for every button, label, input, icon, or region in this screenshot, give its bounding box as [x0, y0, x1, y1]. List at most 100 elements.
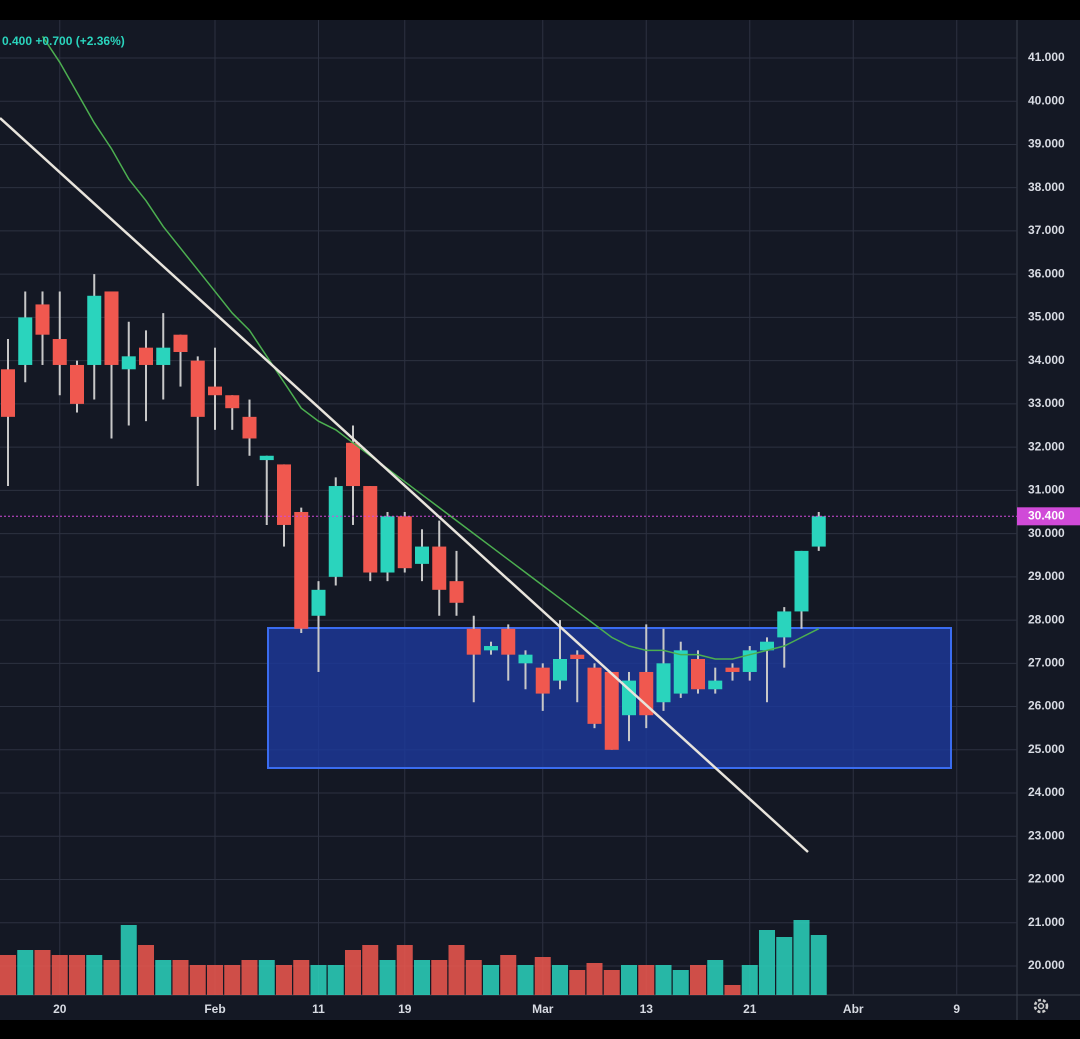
- volume-bar: [258, 960, 275, 995]
- candle-body: [777, 611, 792, 638]
- chart-background: [0, 20, 1080, 1020]
- candle-body: [553, 658, 567, 681]
- volume-bar: [17, 950, 34, 995]
- volume-bar: [362, 945, 379, 995]
- volume-bar: [414, 960, 430, 995]
- y-tick-label: 37.000: [1028, 223, 1065, 237]
- volume-bar: [86, 955, 103, 995]
- volume-bar: [724, 985, 741, 995]
- volume-bar: [448, 945, 465, 995]
- y-tick-label: 20.000: [1028, 958, 1065, 972]
- volume-bar: [672, 970, 689, 995]
- volume-bar: [776, 937, 793, 995]
- candle-body: [639, 671, 654, 716]
- candle-body: [570, 654, 585, 659]
- candle-body: [311, 589, 326, 616]
- candle-body: [449, 581, 464, 603]
- volume-bar: [103, 960, 120, 995]
- candle-body: [604, 671, 619, 750]
- y-tick-label: 24.000: [1028, 785, 1065, 799]
- candle-body: [18, 317, 33, 365]
- candle-body: [363, 486, 378, 573]
- candle-body: [346, 442, 360, 487]
- candle-body: [794, 550, 809, 612]
- y-tick-label: 22.000: [1028, 872, 1065, 886]
- x-tick-label: 11: [312, 1002, 325, 1016]
- candle-body: [501, 628, 516, 655]
- trend-line: [0, 117, 809, 853]
- candle-body: [656, 663, 671, 703]
- y-tick-label: 26.000: [1028, 699, 1065, 713]
- candle-body: [380, 516, 395, 573]
- volume-bar: [569, 970, 586, 995]
- volume-bar: [638, 965, 655, 995]
- y-tick-label: 32.000: [1028, 439, 1065, 453]
- y-tick-label: 36.000: [1028, 266, 1065, 280]
- volume-bar: [793, 920, 810, 995]
- y-tick-label: 41.000: [1028, 50, 1065, 64]
- x-tick-label: Abr: [843, 1002, 864, 1016]
- candle-body: [35, 304, 50, 335]
- candle-body: [242, 416, 257, 439]
- volume-bar: [534, 957, 551, 995]
- x-tick-label: 13: [640, 1002, 654, 1016]
- volume-bar: [345, 950, 361, 995]
- x-tick-label: 19: [398, 1002, 412, 1016]
- y-tick-label: 39.000: [1028, 137, 1065, 151]
- x-tick-label: Feb: [204, 1002, 225, 1016]
- volume-bar: [552, 965, 568, 995]
- candle-body: [415, 546, 429, 564]
- volume-bar: [310, 965, 327, 995]
- candle-body: [156, 347, 171, 365]
- y-tick-label: 40.000: [1028, 93, 1065, 107]
- volume-bar: [759, 930, 775, 995]
- volume-bar: [465, 960, 482, 995]
- candle-body: [277, 464, 291, 525]
- candle-body: [811, 516, 826, 547]
- candle-body: [518, 654, 533, 664]
- x-tick-label: 20: [53, 1002, 67, 1016]
- volume-bar: [810, 935, 827, 995]
- volume-bar: [138, 945, 154, 995]
- volume-bar: [586, 963, 603, 995]
- volume-bar: [293, 960, 310, 995]
- volume-bar: [207, 965, 223, 995]
- last-price-label: 30.400: [1028, 508, 1065, 522]
- grid: [0, 20, 1017, 995]
- y-tick-label: 29.000: [1028, 569, 1065, 583]
- last-price-box: [1017, 507, 1080, 526]
- y-tick-label: 21.000: [1028, 915, 1065, 929]
- volume-bar: [517, 965, 534, 995]
- volume-bar: [707, 960, 724, 995]
- candle-body: [173, 334, 188, 352]
- y-tick-label: 25.000: [1028, 742, 1065, 756]
- volume-bar: [500, 955, 517, 995]
- candle-body: [225, 395, 240, 409]
- y-tick-label: 28.000: [1028, 612, 1065, 626]
- candle-body: [691, 658, 705, 690]
- candle-body: [139, 347, 153, 365]
- candle-body: [208, 386, 222, 396]
- volume-bar: [0, 955, 16, 995]
- y-tick-label: 38.000: [1028, 180, 1065, 194]
- candle-body: [294, 511, 309, 629]
- settings-icon[interactable]: [1033, 998, 1049, 1014]
- candle-body: [104, 291, 119, 365]
- volume-bar: [483, 965, 499, 995]
- candle-body: [259, 455, 274, 461]
- header: 0.400 +0.700 (+2.36%): [2, 34, 125, 48]
- volume-bar: [69, 955, 85, 995]
- candle-body: [725, 667, 740, 672]
- marks: [0, 35, 1017, 995]
- y-tick-label: 27.000: [1028, 655, 1065, 669]
- y-tick-label: 23.000: [1028, 828, 1065, 842]
- moving-average: [41, 35, 820, 660]
- volume-bar: [51, 955, 68, 995]
- candle-body: [535, 667, 550, 694]
- volume-bar: [34, 950, 51, 995]
- volume-bar: [155, 960, 172, 995]
- axes: 20.000 21.000 22.000 23.000 24.000 25.000 26.0…: [53, 50, 1080, 1016]
- candle-body: [466, 628, 481, 655]
- y-tick-label: 33.000: [1028, 396, 1065, 410]
